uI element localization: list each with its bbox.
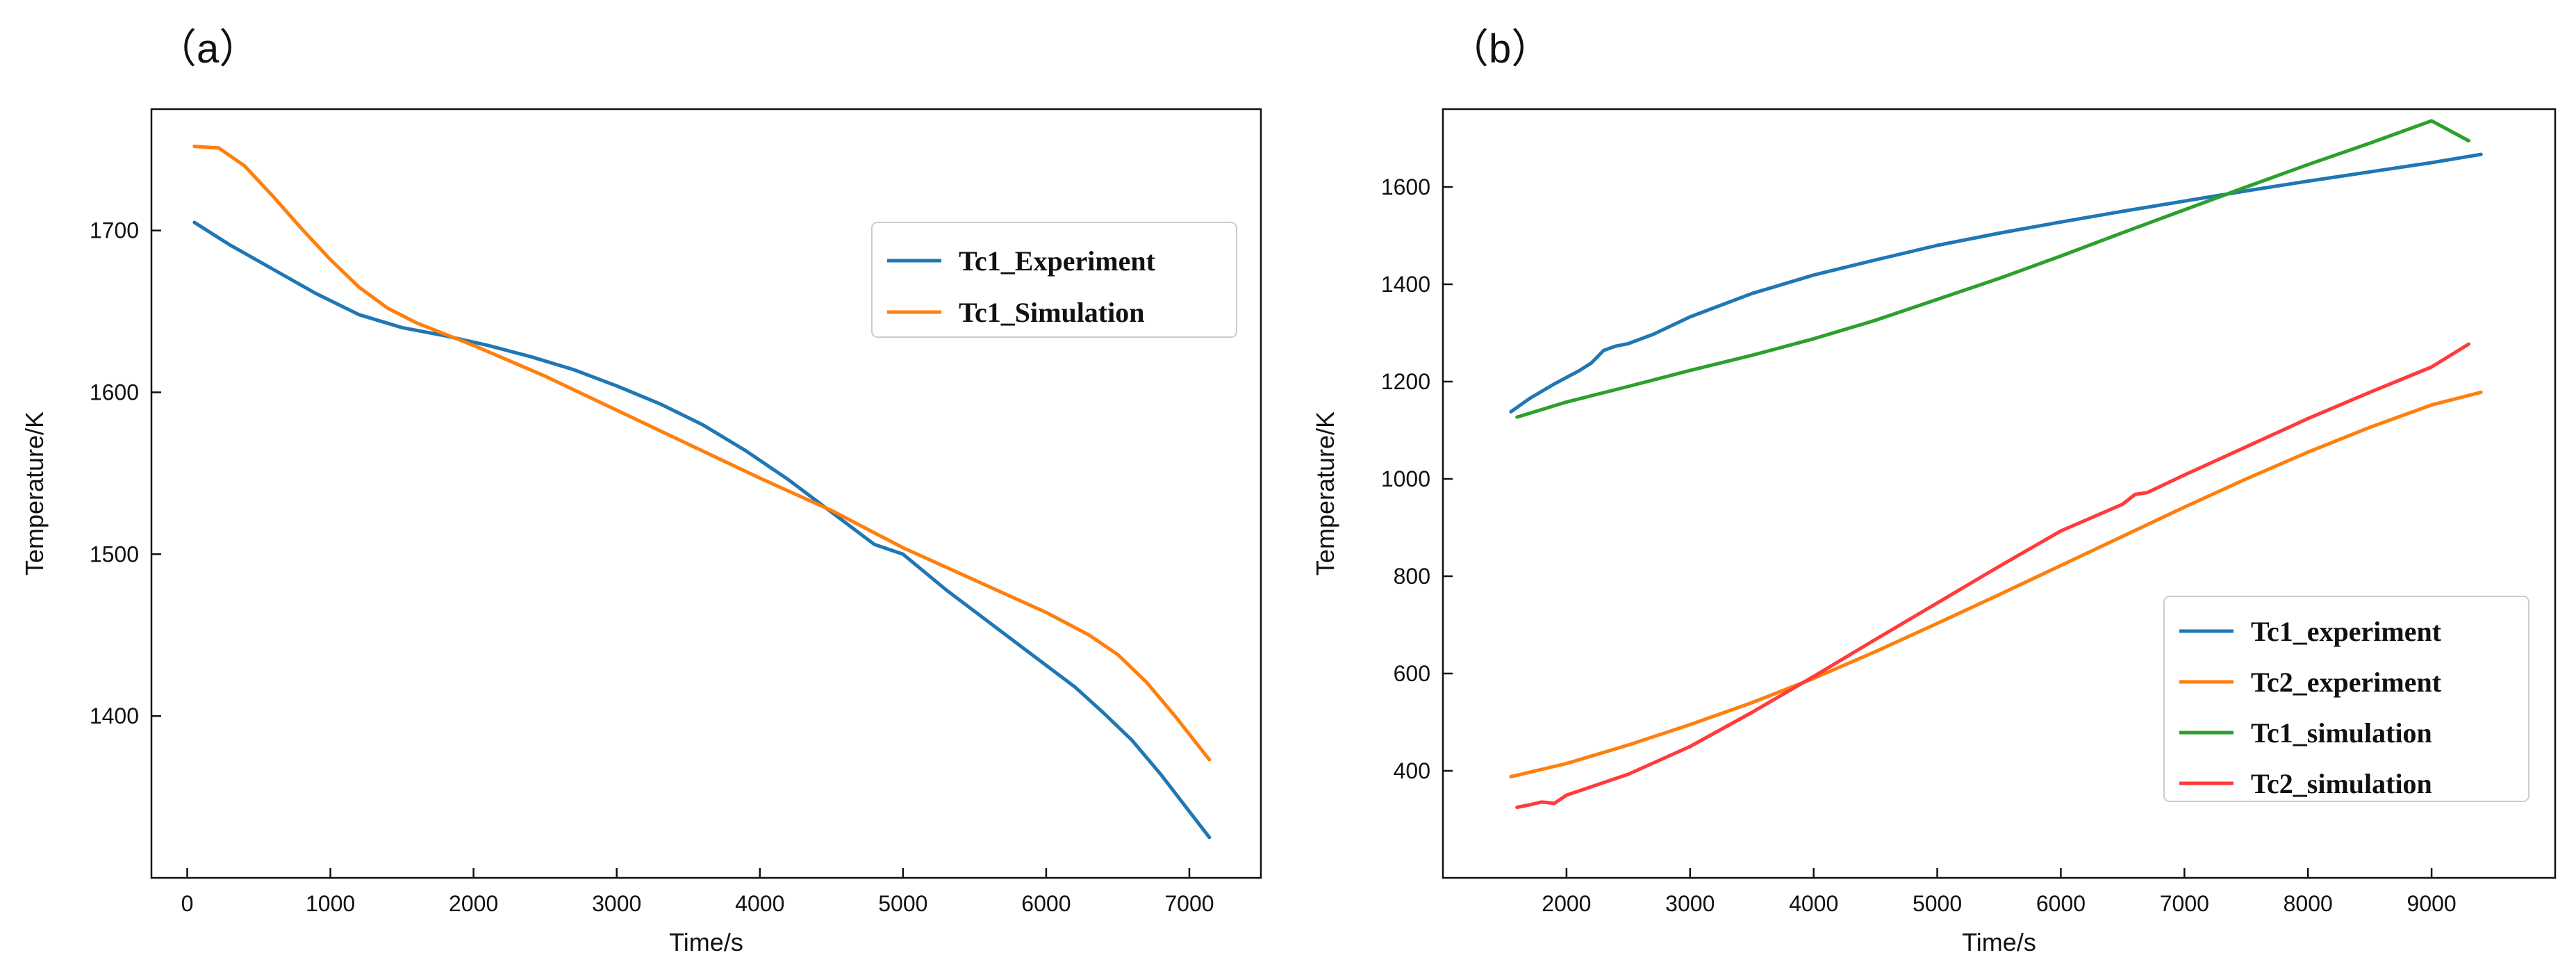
- x-tick-label: 3000: [592, 891, 641, 916]
- legend-label: Tc1_Experiment: [959, 245, 1156, 277]
- plot-frame: [150, 108, 1262, 879]
- legend-label: Tc2_experiment: [2251, 667, 2442, 698]
- x-tick-label: 3000: [1665, 891, 1715, 916]
- series-line-Tc1_simulation: [1515, 119, 2470, 419]
- series-line-Tc1_Simulation: [192, 145, 1212, 762]
- panel-label: （a）: [156, 26, 259, 72]
- legend-box: [2163, 596, 2529, 802]
- x-tick-label: 9000: [2407, 891, 2457, 916]
- x-tick-label: 2000: [449, 891, 498, 916]
- y-tick-label: 1600: [90, 380, 139, 405]
- panel-label: （b）: [1448, 26, 1551, 72]
- chart-panel-1: （b） 2000 3000 4000 5000 6000 7000 8000 9000 400 60…: [1311, 26, 2557, 956]
- y-tick-label: 800: [1394, 564, 1430, 589]
- plot-frame: [1442, 108, 2557, 879]
- x-tick-label: 8000: [2284, 891, 2333, 916]
- x-tick-label: 4000: [1789, 891, 1838, 916]
- legend-label: Tc1_experiment: [2251, 616, 2442, 647]
- chart-panel-0: （a） 0 1000 2000 3000 4000 5000 6000 7000 1400 1500…: [20, 26, 1262, 956]
- x-axis-label: Time/s: [669, 928, 743, 956]
- series-line-Tc1_experiment: [1509, 152, 2483, 414]
- y-tick-label: 400: [1394, 758, 1430, 783]
- legend-label: Tc1_Simulation: [959, 297, 1144, 328]
- legend-label: Tc1_simulation: [2251, 717, 2432, 749]
- x-tick-label: 7000: [1164, 891, 1214, 916]
- series-line-Tc2_experiment: [1509, 390, 2483, 778]
- y-axis-label: Temperature/K: [20, 411, 49, 576]
- x-axis-label: Time/s: [1962, 928, 2036, 956]
- x-tick-label: 7000: [2160, 891, 2209, 916]
- y-axis-label: Temperature/K: [1311, 411, 1339, 576]
- legend-box: [871, 222, 1237, 338]
- series-line-Tc2_simulation: [1515, 342, 2470, 809]
- x-tick-label: 2000: [1542, 891, 1591, 916]
- x-tick-label: 6000: [1021, 891, 1071, 916]
- series-line-Tc1_Experiment: [192, 220, 1212, 840]
- y-tick-label: 1400: [90, 703, 139, 728]
- legend-label: Tc2_simulation: [2251, 768, 2432, 799]
- y-tick-label: 1000: [1381, 466, 1430, 491]
- x-tick-label: 6000: [2036, 891, 2086, 916]
- y-tick-label: 1500: [90, 541, 139, 566]
- x-tick-label: 0: [181, 891, 194, 916]
- x-tick-label: 5000: [1913, 891, 1962, 916]
- y-tick-label: 1700: [90, 218, 139, 243]
- y-tick-label: 1200: [1381, 369, 1430, 394]
- y-tick-label: 1600: [1381, 174, 1430, 199]
- x-tick-label: 1000: [306, 891, 355, 916]
- x-tick-label: 5000: [878, 891, 927, 916]
- y-tick-label: 1400: [1381, 272, 1430, 297]
- x-tick-label: 4000: [735, 891, 784, 916]
- y-tick-label: 600: [1394, 661, 1430, 686]
